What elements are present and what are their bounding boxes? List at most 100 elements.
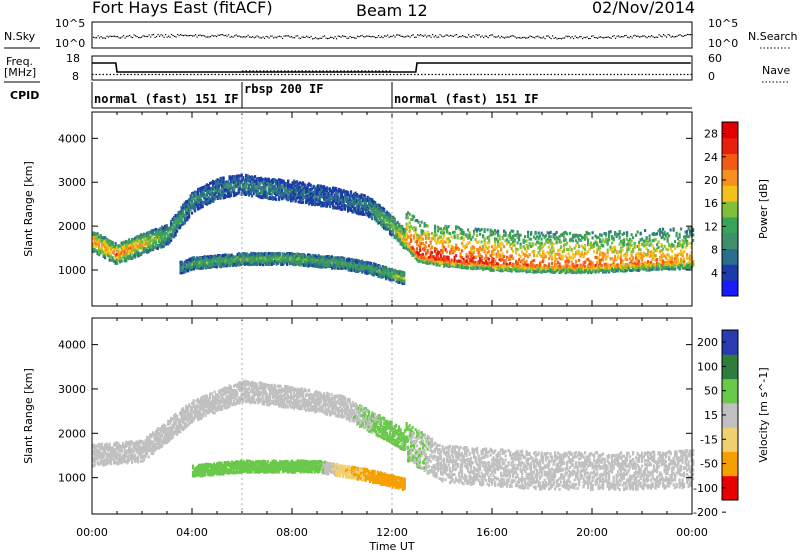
power-cell [264,184,267,188]
power-cell [368,214,371,218]
power-cell [327,196,330,200]
power-cell [323,193,326,196]
power-cell [99,239,102,243]
power-cell [318,200,321,204]
power-cell [347,199,350,203]
power-cell [467,228,470,232]
power-cell [168,233,171,237]
power-cell [344,195,347,199]
power-cell [323,196,326,200]
power-cell [156,244,159,247]
power-cell [260,185,263,189]
power-cell [290,193,293,197]
power-cell [123,251,126,255]
power-cell [264,190,267,194]
power-cell [245,185,248,189]
power-cell [207,196,210,200]
power-cell [179,213,182,217]
power-cell [173,225,176,229]
power-cell [201,188,204,192]
power-cell [332,200,335,204]
power-cell [149,248,152,252]
power-cell [146,246,149,250]
power-cell [359,194,362,198]
power-cell [108,252,111,256]
power-cell [182,203,185,207]
power-cell [566,232,569,236]
power-cell [123,248,126,251]
power-cell [449,239,452,243]
power-cell [531,244,534,247]
power-cell [329,200,332,204]
power-cell [428,233,431,236]
power-cell [291,188,294,192]
power-cell [291,199,294,203]
power-cell [278,195,281,199]
power-cell [188,200,191,204]
power-cell [444,240,447,244]
power-cell [191,202,194,206]
power-cell [608,238,611,242]
power-cell [96,234,99,238]
power-cell [347,198,350,202]
power-cell [212,179,215,183]
power-cell [257,177,260,181]
power-cell [365,209,368,213]
power-cell [623,231,626,235]
power-cell [317,203,320,206]
power-cell [479,232,482,236]
power-cell [258,182,261,186]
power-cell [96,243,99,247]
power-cell [147,240,150,244]
power-cell [147,249,150,253]
power-cell [516,230,519,234]
power-cell [306,194,309,198]
power-cell [260,176,263,180]
power-cell [138,242,141,246]
power-cell [221,193,224,197]
power-cell [138,252,141,256]
power-cell [284,191,287,195]
power-cell [618,242,621,246]
power-cell [327,187,330,191]
power-cell [282,194,285,198]
power-cell [206,197,209,201]
power-cell [114,253,117,257]
power-cell [533,251,536,255]
power-cell [104,245,107,249]
power-cell [113,259,116,263]
power-cell [215,179,218,183]
power-cell [183,201,186,205]
power-cell [347,192,350,196]
power-cell [297,192,300,196]
power-cell [306,189,309,193]
power-cell [459,252,462,256]
power-cell [251,180,254,184]
power-cell [284,187,287,191]
power-cell [95,249,98,253]
power-cell [233,184,236,188]
power-cell [366,195,369,199]
power-cell [353,196,356,200]
power-cell [186,210,189,214]
power-cell [162,232,165,236]
power-cell [293,193,296,197]
power-cell [159,243,162,247]
power-cell [360,200,363,204]
power-cell [473,251,476,254]
power-cell [222,186,225,189]
power-cell [275,182,278,186]
power-cell [339,206,342,209]
power-cell [530,237,533,241]
power-cell [125,259,128,263]
power-cell [165,232,168,235]
power-cell [329,193,332,197]
power-cell [513,243,516,247]
power-cell [122,254,125,258]
power-cell [356,211,359,215]
power-cell [225,188,228,192]
power-cell [258,186,261,190]
power-cell [336,193,339,197]
power-cell [591,261,594,265]
power-cell [333,199,336,203]
